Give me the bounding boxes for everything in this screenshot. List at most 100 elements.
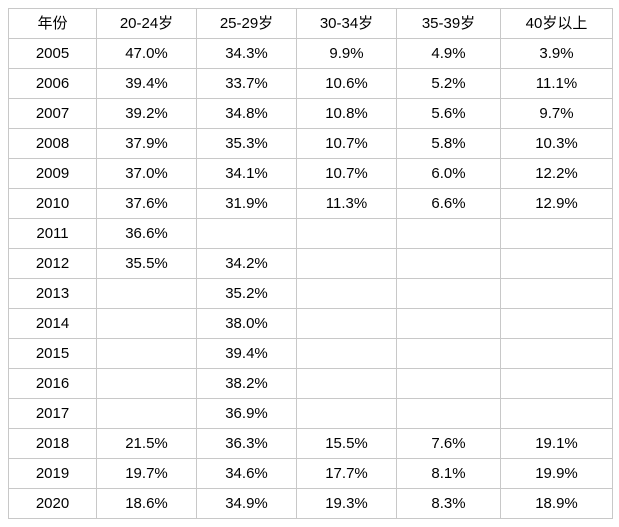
table-cell: 38.2%: [197, 369, 297, 399]
table-cell: [397, 339, 501, 369]
table-cell: 34.1%: [197, 159, 297, 189]
table-cell: 33.7%: [197, 69, 297, 99]
table-cell: 34.6%: [197, 459, 297, 489]
table-cell: [397, 279, 501, 309]
table-row: 200837.9%35.3%10.7%5.8%10.3%: [9, 129, 613, 159]
table-cell: [297, 279, 397, 309]
table-body: 200547.0%34.3%9.9%4.9%3.9%200639.4%33.7%…: [9, 39, 613, 519]
table-cell: 5.6%: [397, 99, 501, 129]
table-cell: 38.0%: [197, 309, 297, 339]
col-header-age25-29: 25-29岁: [197, 9, 297, 39]
table-cell: 39.4%: [97, 69, 197, 99]
table-cell: 2016: [9, 369, 97, 399]
table-cell: 36.3%: [197, 429, 297, 459]
table-cell: 6.0%: [397, 159, 501, 189]
table-cell: 12.2%: [501, 159, 613, 189]
table-cell: 18.9%: [501, 489, 613, 519]
table-cell: 19.9%: [501, 459, 613, 489]
table-cell: 34.3%: [197, 39, 297, 69]
col-header-age35-39: 35-39岁: [397, 9, 501, 39]
table-row: 201037.6%31.9%11.3%6.6%12.9%: [9, 189, 613, 219]
table-cell: 37.6%: [97, 189, 197, 219]
table-cell: 2013: [9, 279, 97, 309]
age-distribution-table: 年份 20-24岁 25-29岁 30-34岁 35-39岁 40岁以上 200…: [8, 8, 613, 519]
table-cell: 10.8%: [297, 99, 397, 129]
table-cell: [501, 249, 613, 279]
table-cell: [397, 369, 501, 399]
table-row: 200739.2%34.8%10.8%5.6%9.7%: [9, 99, 613, 129]
table-cell: 39.4%: [197, 339, 297, 369]
table-cell: 9.7%: [501, 99, 613, 129]
table-cell: [501, 309, 613, 339]
table-cell: [97, 399, 197, 429]
table-cell: 2008: [9, 129, 97, 159]
table-row: 201821.5%36.3%15.5%7.6%19.1%: [9, 429, 613, 459]
table-row: 201136.6%: [9, 219, 613, 249]
table-cell: 35.2%: [197, 279, 297, 309]
table-cell: 37.0%: [97, 159, 197, 189]
table-cell: [97, 309, 197, 339]
table-cell: 15.5%: [297, 429, 397, 459]
table-cell: 2011: [9, 219, 97, 249]
table-cell: 2020: [9, 489, 97, 519]
table-cell: 39.2%: [97, 99, 197, 129]
table-cell: 2019: [9, 459, 97, 489]
table-cell: 2010: [9, 189, 97, 219]
table-cell: 2012: [9, 249, 97, 279]
table-cell: [397, 219, 501, 249]
table-cell: 19.3%: [297, 489, 397, 519]
col-header-age20-24: 20-24岁: [97, 9, 197, 39]
table-cell: 35.3%: [197, 129, 297, 159]
table-cell: 12.9%: [501, 189, 613, 219]
table-cell: [501, 339, 613, 369]
table-cell: 9.9%: [297, 39, 397, 69]
table-row: 2015 39.4%: [9, 339, 613, 369]
table-cell: 36.6%: [97, 219, 197, 249]
table-cell: [297, 219, 397, 249]
table-cell: 34.2%: [197, 249, 297, 279]
table-cell: [501, 219, 613, 249]
table-cell: [297, 309, 397, 339]
table-cell: 37.9%: [97, 129, 197, 159]
table-cell: 11.3%: [297, 189, 397, 219]
table-cell: 17.7%: [297, 459, 397, 489]
table-cell: 18.6%: [97, 489, 197, 519]
table-row: 200937.0%34.1%10.7%6.0%12.2%: [9, 159, 613, 189]
table-cell: [501, 369, 613, 399]
table-row: 200547.0%34.3%9.9%4.9%3.9%: [9, 39, 613, 69]
table-row: 2014 38.0%: [9, 309, 613, 339]
table-cell: 19.7%: [97, 459, 197, 489]
table-cell: 35.5%: [97, 249, 197, 279]
table-cell: [397, 309, 501, 339]
table-cell: 10.7%: [297, 159, 397, 189]
table-cell: [97, 339, 197, 369]
table-cell: [197, 219, 297, 249]
table-cell: 3.9%: [501, 39, 613, 69]
table-cell: 8.1%: [397, 459, 501, 489]
table-cell: 2005: [9, 39, 97, 69]
table-row: 202018.6%34.9%19.3%8.3%18.9%: [9, 489, 613, 519]
table-cell: 2007: [9, 99, 97, 129]
table-cell: 2009: [9, 159, 97, 189]
table-row: 2013 35.2%: [9, 279, 613, 309]
table-row: 2016 38.2%: [9, 369, 613, 399]
table-cell: 10.7%: [297, 129, 397, 159]
table-cell: 2014: [9, 309, 97, 339]
table-cell: [297, 369, 397, 399]
col-header-age40plus: 40岁以上: [501, 9, 613, 39]
col-header-age30-34: 30-34岁: [297, 9, 397, 39]
table-cell: 4.9%: [397, 39, 501, 69]
table-cell: [297, 249, 397, 279]
table-cell: [297, 399, 397, 429]
table-cell: [297, 339, 397, 369]
table-cell: 2006: [9, 69, 97, 99]
table-cell: 11.1%: [501, 69, 613, 99]
table-cell: 10.3%: [501, 129, 613, 159]
table-cell: 2015: [9, 339, 97, 369]
table-cell: [397, 399, 501, 429]
table-cell: 5.2%: [397, 69, 501, 99]
table-cell: [501, 399, 613, 429]
table-cell: 34.8%: [197, 99, 297, 129]
table-row: 201736.9%: [9, 399, 613, 429]
table-cell: 2018: [9, 429, 97, 459]
